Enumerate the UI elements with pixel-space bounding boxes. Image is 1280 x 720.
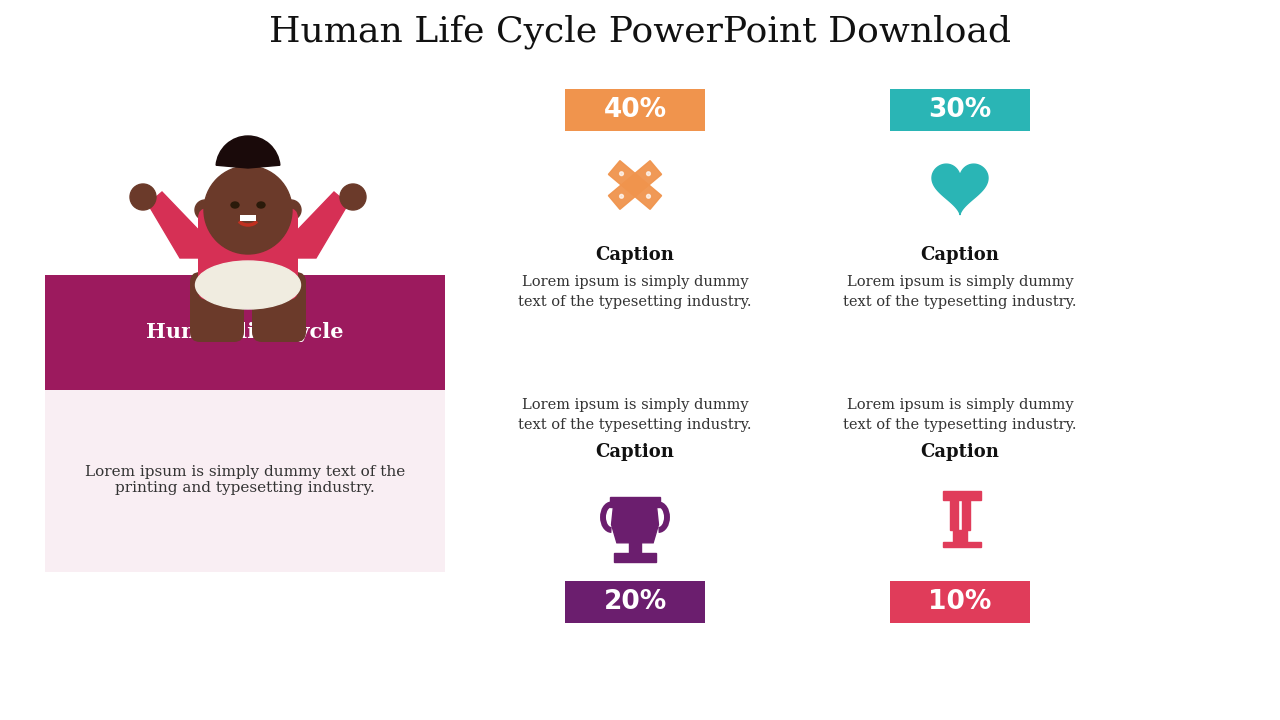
Ellipse shape	[273, 323, 300, 341]
Circle shape	[204, 166, 292, 254]
FancyBboxPatch shape	[45, 275, 445, 390]
FancyBboxPatch shape	[564, 89, 705, 131]
Polygon shape	[285, 192, 348, 258]
Circle shape	[340, 184, 366, 210]
Text: Caption: Caption	[920, 246, 1000, 264]
Ellipse shape	[196, 261, 301, 309]
Bar	[628, 541, 641, 554]
FancyBboxPatch shape	[890, 581, 1030, 623]
Text: Caption: Caption	[595, 443, 675, 461]
FancyBboxPatch shape	[189, 272, 244, 342]
Bar	[943, 542, 980, 546]
FancyBboxPatch shape	[45, 390, 445, 572]
Text: 30%: 30%	[928, 97, 992, 123]
Text: Lorem ipsum is simply dummy text of the
printing and typesetting industry.: Lorem ipsum is simply dummy text of the …	[84, 465, 406, 495]
FancyBboxPatch shape	[252, 272, 306, 342]
Text: Human life cycle: Human life cycle	[146, 322, 344, 342]
Bar	[943, 491, 980, 500]
FancyBboxPatch shape	[628, 178, 643, 192]
Text: Human Life Cycle PowerPoint Download: Human Life Cycle PowerPoint Download	[269, 14, 1011, 49]
Text: 20%: 20%	[603, 589, 667, 615]
FancyBboxPatch shape	[198, 208, 298, 300]
Bar	[961, 500, 970, 530]
Text: Lorem ipsum is simply dummy
text of the typesetting industry.: Lorem ipsum is simply dummy text of the …	[844, 397, 1076, 432]
Text: Lorem ipsum is simply dummy
text of the typesetting industry.: Lorem ipsum is simply dummy text of the …	[518, 275, 751, 310]
FancyBboxPatch shape	[564, 581, 705, 623]
Ellipse shape	[196, 323, 224, 341]
Text: Caption: Caption	[595, 246, 675, 264]
Text: 40%: 40%	[603, 97, 667, 123]
Bar	[954, 530, 966, 543]
Circle shape	[620, 194, 623, 198]
Circle shape	[646, 172, 650, 176]
Polygon shape	[612, 505, 658, 543]
Text: 10%: 10%	[928, 589, 992, 615]
Polygon shape	[932, 164, 988, 215]
Wedge shape	[216, 136, 280, 168]
Ellipse shape	[230, 202, 239, 208]
Bar	[950, 500, 959, 530]
FancyBboxPatch shape	[241, 215, 256, 221]
Bar	[611, 497, 659, 507]
Polygon shape	[608, 161, 662, 210]
Circle shape	[646, 194, 650, 198]
Polygon shape	[148, 192, 210, 258]
Bar	[613, 554, 657, 562]
Polygon shape	[608, 161, 662, 210]
Circle shape	[195, 200, 215, 220]
Text: Caption: Caption	[920, 443, 1000, 461]
Circle shape	[131, 184, 156, 210]
Circle shape	[282, 200, 301, 220]
Text: Lorem ipsum is simply dummy
text of the typesetting industry.: Lorem ipsum is simply dummy text of the …	[518, 397, 751, 432]
Circle shape	[620, 172, 623, 176]
Text: Lorem ipsum is simply dummy
text of the typesetting industry.: Lorem ipsum is simply dummy text of the …	[844, 275, 1076, 310]
FancyBboxPatch shape	[890, 89, 1030, 131]
Ellipse shape	[257, 202, 265, 208]
